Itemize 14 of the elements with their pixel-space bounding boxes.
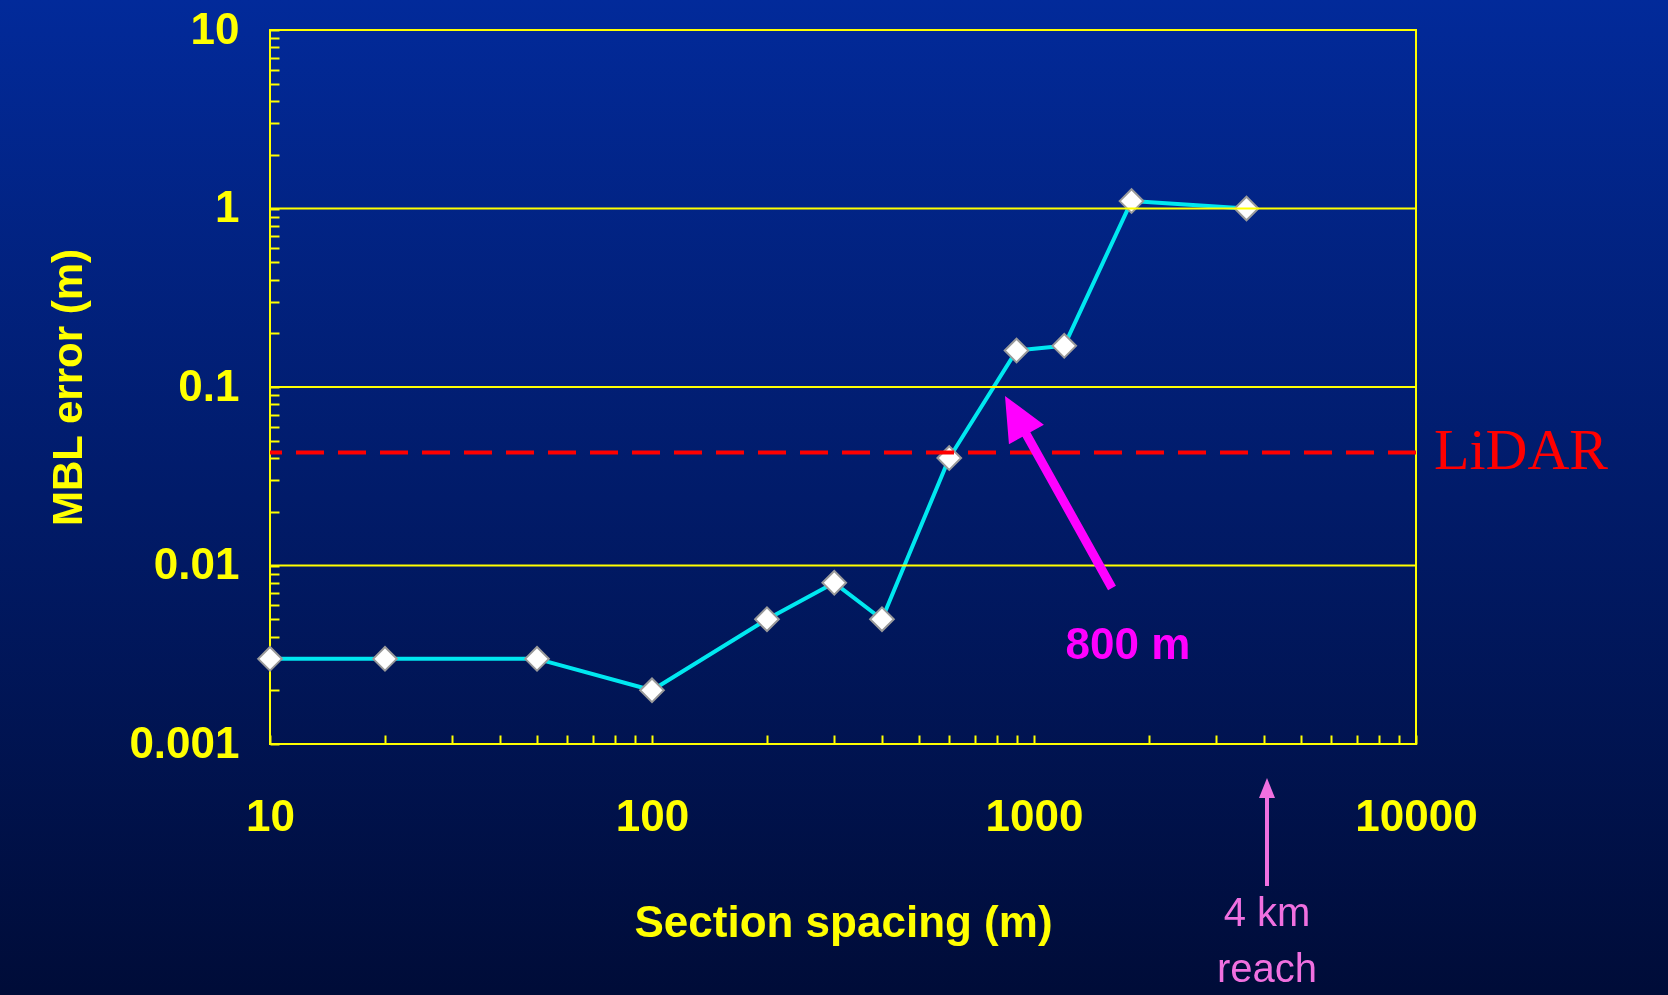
x-tick-label: 100 xyxy=(615,790,690,840)
y-tick-label: 0.001 xyxy=(129,717,240,767)
y-axis-title: MBL error (m) xyxy=(44,249,92,526)
y-tick-label: 0.1 xyxy=(178,360,240,410)
y-tick-label: 1 xyxy=(215,182,240,231)
ref-line-label: LiDAR xyxy=(1434,417,1609,483)
y-tick-label: 0.01 xyxy=(153,539,240,588)
x-axis-title: Section spacing (m) xyxy=(634,896,1053,946)
y-tick-label: 10 xyxy=(190,3,240,53)
x-tick-label: 1000 xyxy=(985,790,1084,840)
annotation: 800 m xyxy=(1064,618,1192,670)
text: 4 km reach xyxy=(1215,889,1319,992)
x-tick-label: 10 xyxy=(246,790,295,840)
x-tick-label: 10000 xyxy=(1355,790,1478,840)
